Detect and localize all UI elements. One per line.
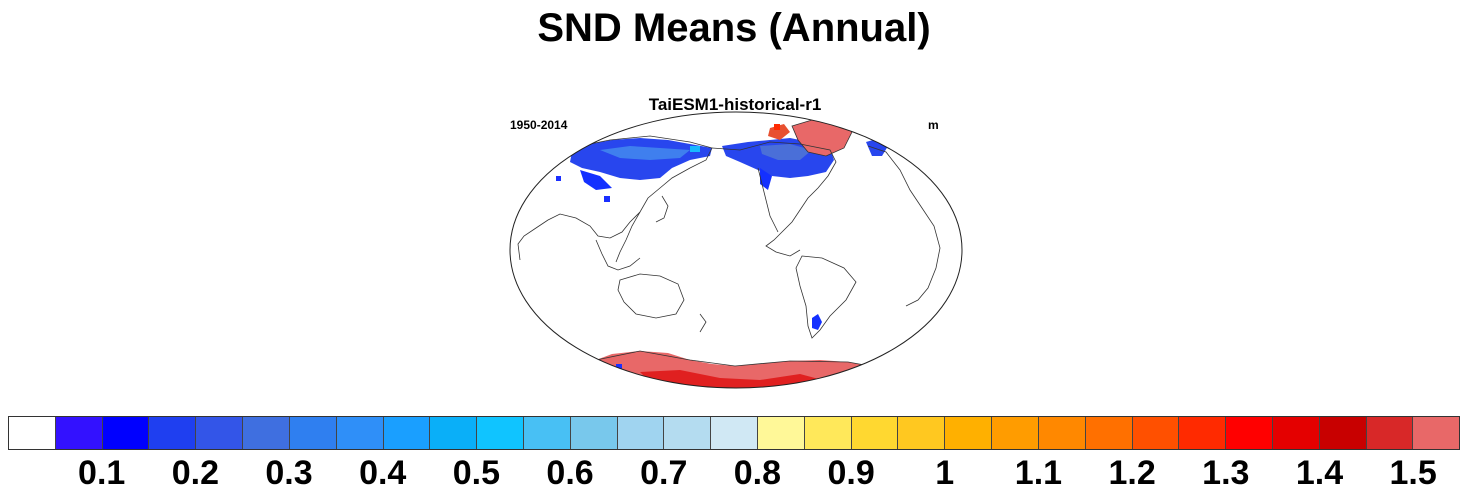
colorbar-tick-label: 0.9: [827, 454, 875, 492]
colorbar-swatch: [477, 417, 524, 449]
colorbar-tick-labels: 0.1 0.2 0.3 0.4 0.5 0.6 0.7 0.8 0.9 1 1.1 1.2 1.3 1.4…: [0, 452, 1468, 496]
colorbar-swatch: [1085, 417, 1133, 449]
colorbar-tick-label: 1.4: [1295, 454, 1344, 492]
globe-outline: [509, 111, 963, 389]
coast-east-asia: [615, 211, 641, 263]
colorbar-swatch: [1319, 417, 1367, 449]
andes-snow: [812, 314, 822, 330]
coast-australia: [617, 273, 685, 319]
period-label: 1950-2014: [510, 118, 568, 132]
coast-europe-africa: [867, 145, 941, 307]
colorbar-tick-label: 0.3: [265, 454, 313, 492]
colorbar-swatch: [945, 417, 993, 449]
colorbar-swatch: [1272, 417, 1320, 449]
coast-antarctica: [595, 350, 871, 367]
coast-se-asia: [595, 239, 641, 271]
coast-south-america: [795, 255, 857, 339]
eurasia-snow-scatter: [580, 170, 612, 190]
colorbar-swatch: [570, 417, 618, 449]
colorbar-tick-label: 0.5: [452, 454, 501, 492]
colorbar-swatch: [1038, 417, 1086, 449]
colorbar-swatch: [758, 417, 805, 449]
colorbar-swatch: [523, 417, 571, 449]
colorbar-swatch: [102, 417, 150, 449]
colorbar-swatch: [430, 417, 478, 449]
colorbar-swatch: [992, 417, 1039, 449]
units-label: m: [928, 118, 939, 132]
colorbar-swatch: [1226, 417, 1273, 449]
colorbar-tick-label: 0.7: [640, 454, 688, 492]
north-america-snow-light: [760, 144, 812, 160]
colorbar-swatch: [149, 417, 197, 449]
colorbar-swatch: [289, 417, 337, 449]
colorbar-swatch: [617, 417, 665, 449]
colorbar-tick-label: 0.6: [546, 454, 594, 492]
coast-new-zealand: [699, 313, 707, 333]
colorbar-tick-label: 1.2: [1108, 454, 1156, 492]
colorbar-swatch: [1179, 417, 1227, 449]
colorbar-swatch: [1366, 417, 1414, 449]
colorbar-tick-label: 1.5: [1389, 454, 1437, 492]
colorbar-swatch: [336, 417, 384, 449]
colorbar-swatch: [1413, 417, 1460, 449]
coast-north-america: [711, 141, 837, 257]
colorbar-swatch: [243, 417, 290, 449]
eurasia-snow-light: [600, 146, 690, 160]
canada-scatter: [760, 168, 772, 190]
colorbar-swatch: [383, 417, 431, 449]
colorbar-tick-label: 0.4: [359, 454, 407, 492]
colorbar-swatch: [898, 417, 946, 449]
colorbar-swatch: [664, 417, 712, 449]
scandinavia-snow: [866, 138, 888, 156]
arctic-islands-snow: [768, 124, 790, 140]
colorbar-tick-label: 0.2: [171, 454, 219, 492]
colorbar-swatch: [196, 417, 244, 449]
colorbar-tick-label: 0.8: [733, 454, 782, 492]
coast-west-na: [757, 167, 779, 233]
colorbar-tick-label: 1.3: [1202, 454, 1250, 492]
colorbar-swatch: [1132, 417, 1180, 449]
colorbar-swatch: [851, 417, 899, 449]
greenland-snow: [792, 120, 852, 156]
coast-japan: [655, 195, 669, 223]
colorbar-tick-label: 0.1: [78, 454, 126, 492]
colorbar-swatch: [804, 417, 852, 449]
figure-title: SND Means (Annual): [537, 6, 931, 50]
colorbar-tick-label: 1.1: [1014, 454, 1063, 492]
colorbar: [8, 416, 1460, 450]
panel-title: TaiESM1-historical-r1: [648, 95, 822, 114]
colorbar-swatch: [55, 417, 103, 449]
colorbar-swatch: [9, 417, 56, 449]
colorbar-tick-label: 1: [935, 454, 955, 492]
colorbar-swatch: [711, 417, 758, 449]
coast-eurasia: [517, 135, 713, 261]
